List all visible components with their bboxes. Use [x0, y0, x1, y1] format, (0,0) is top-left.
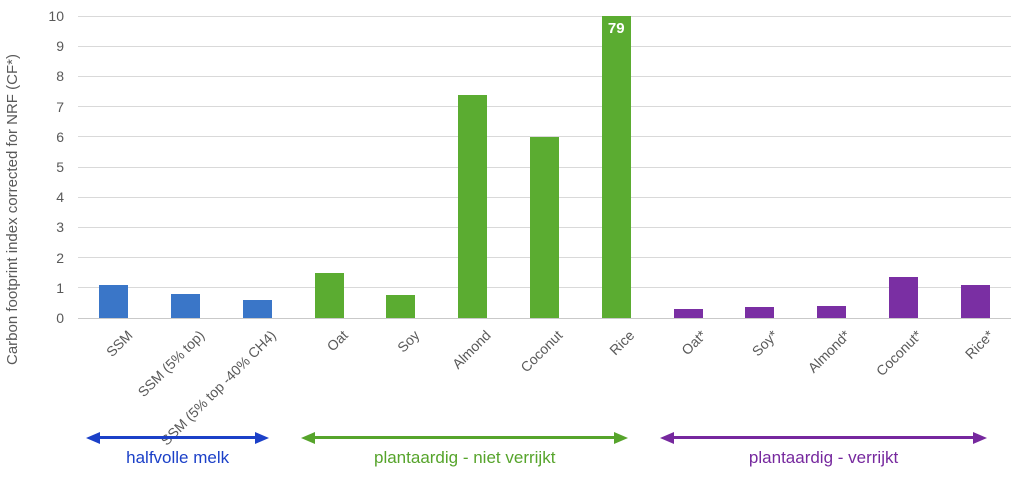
bar-rice: [601, 16, 631, 318]
bar-oat-: [673, 308, 703, 318]
x-category-label: Coconut*: [872, 327, 925, 380]
y-tick-label: 6: [56, 128, 64, 145]
gridline-y9: [78, 45, 1011, 47]
y-tick-label: 2: [56, 249, 64, 266]
arrow-head-right: [255, 431, 270, 444]
x-category-label: Rice: [606, 327, 638, 359]
x-category-label: Rice*: [961, 327, 997, 362]
group-label-dairy: halfvolle melk: [126, 448, 230, 467]
group-label-plant_unfortified: plantaardig - niet verrijkt: [374, 448, 556, 467]
x-category-label: Soy: [393, 327, 423, 356]
x-category-label: SSM: [102, 327, 136, 360]
bar-almond-: [817, 305, 847, 318]
arrow-head-left: [660, 431, 675, 444]
group-arrow-dairy: [98, 436, 258, 439]
x-category-label: Oat: [323, 327, 351, 355]
y-tick-label: 7: [56, 98, 64, 115]
y-axis-title: Carbon footprint index corrected for NRF…: [4, 54, 21, 366]
gridline-y8: [78, 75, 1011, 77]
bar-soy-: [745, 307, 775, 318]
bar-soy: [386, 295, 416, 318]
bar-oat: [314, 272, 344, 318]
bar-data-label: 79: [607, 20, 625, 37]
y-tick-label: 3: [56, 219, 64, 236]
y-tick-label: 10: [48, 8, 64, 24]
x-category-label: Oat*: [678, 327, 710, 359]
group-label-plant_fortified: plantaardig - verrijkt: [748, 448, 899, 467]
bar-ssm-5-top-: [171, 293, 201, 318]
x-category-label: SSM (5% top -40% CH4): [157, 327, 279, 449]
gridline-y10: [78, 15, 1011, 17]
y-tick-label: 4: [56, 189, 64, 206]
bar-coconut: [530, 136, 559, 318]
y-tick-label: 1: [56, 279, 64, 296]
bar-almond: [458, 94, 488, 318]
group-arrow-plant_fortified: [672, 436, 975, 439]
arrow-head-right: [614, 431, 629, 444]
bar-coconut-: [888, 277, 918, 318]
arrow-head-left: [301, 431, 316, 444]
x-category-label: Soy*: [748, 327, 782, 360]
x-category-label: Almond: [449, 327, 495, 372]
bar-rice-: [960, 284, 990, 318]
arrow-head-right: [973, 431, 987, 444]
bar-ssm-5-top-40-ch4-: [242, 299, 272, 318]
arrow-head-left: [86, 431, 100, 444]
y-tick-label: 9: [56, 38, 64, 55]
y-tick-label: 0: [56, 310, 64, 326]
gridline-y0: [78, 317, 1011, 319]
y-tick-label: 5: [56, 159, 64, 175]
y-tick-label: 8: [56, 68, 64, 85]
bar-ssm: [99, 284, 129, 318]
x-category-label: SSM (5% top): [134, 327, 207, 400]
group-arrow-plant_unfortified: [313, 436, 617, 439]
x-category-label: Coconut: [517, 327, 566, 376]
gridline-y7: [78, 106, 1011, 108]
x-category-label: Almond*: [804, 327, 853, 376]
